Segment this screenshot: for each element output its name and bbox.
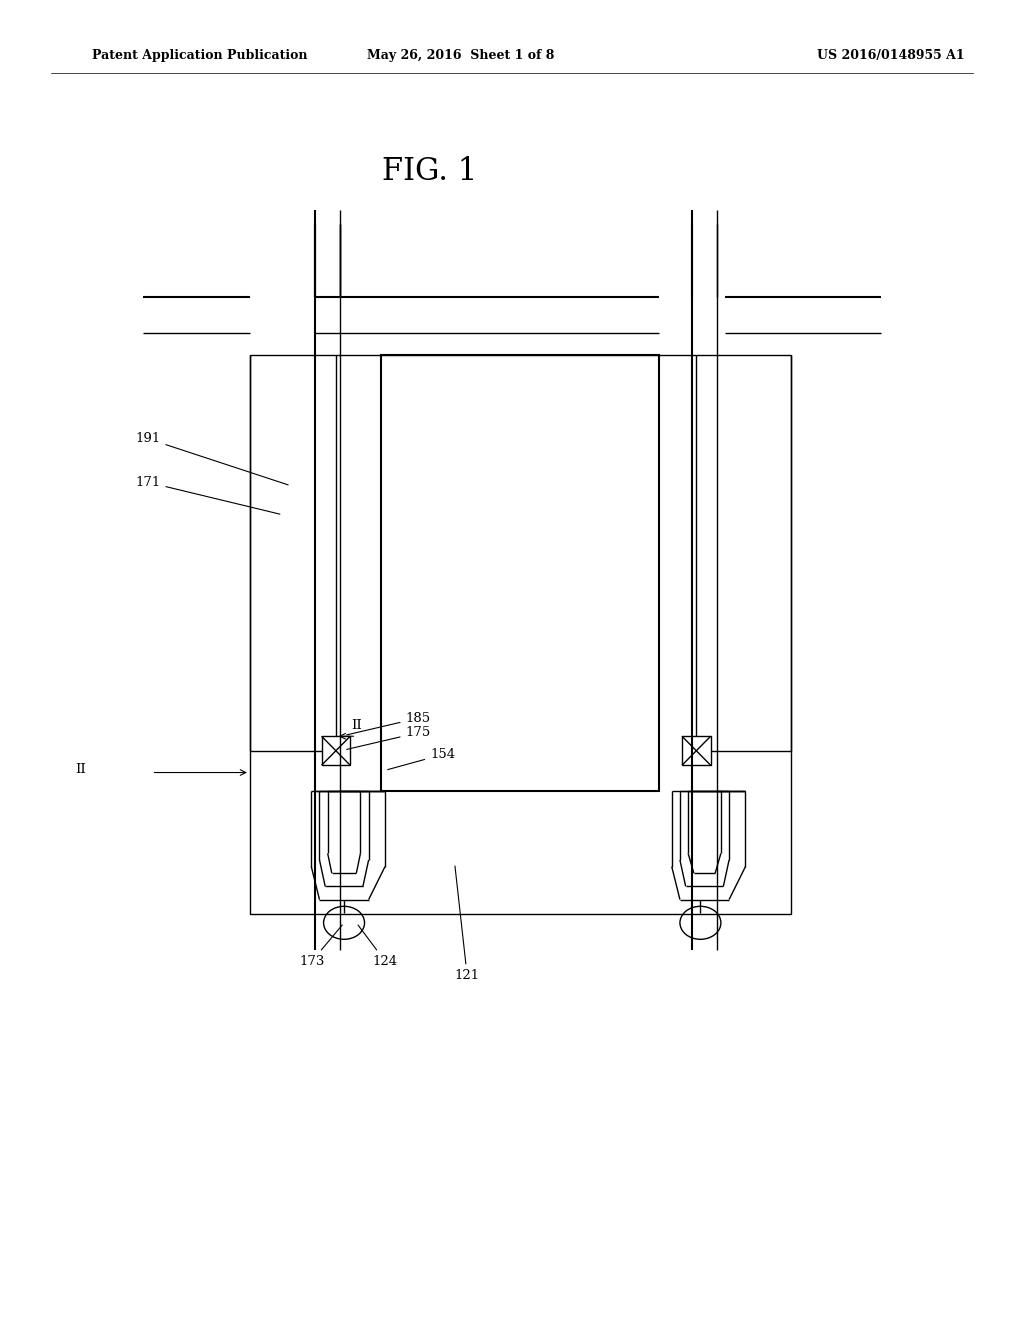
Text: 191: 191 xyxy=(135,432,288,484)
Text: 124: 124 xyxy=(358,925,398,968)
Text: 175: 175 xyxy=(347,726,431,750)
Text: Patent Application Publication: Patent Application Publication xyxy=(92,49,307,62)
Text: FIG. 1: FIG. 1 xyxy=(382,156,478,187)
Bar xyxy=(381,355,659,791)
Text: May 26, 2016  Sheet 1 of 8: May 26, 2016 Sheet 1 of 8 xyxy=(368,49,554,62)
Bar xyxy=(250,355,791,913)
Text: 154: 154 xyxy=(388,748,456,770)
Text: 121: 121 xyxy=(455,866,480,982)
Text: 171: 171 xyxy=(135,475,280,515)
Text: 185: 185 xyxy=(347,711,431,735)
Text: US 2016/0148955 A1: US 2016/0148955 A1 xyxy=(817,49,965,62)
Text: 173: 173 xyxy=(299,925,342,968)
Bar xyxy=(682,737,711,766)
Text: II: II xyxy=(351,719,361,733)
Bar xyxy=(322,737,350,766)
Text: II: II xyxy=(76,763,86,776)
